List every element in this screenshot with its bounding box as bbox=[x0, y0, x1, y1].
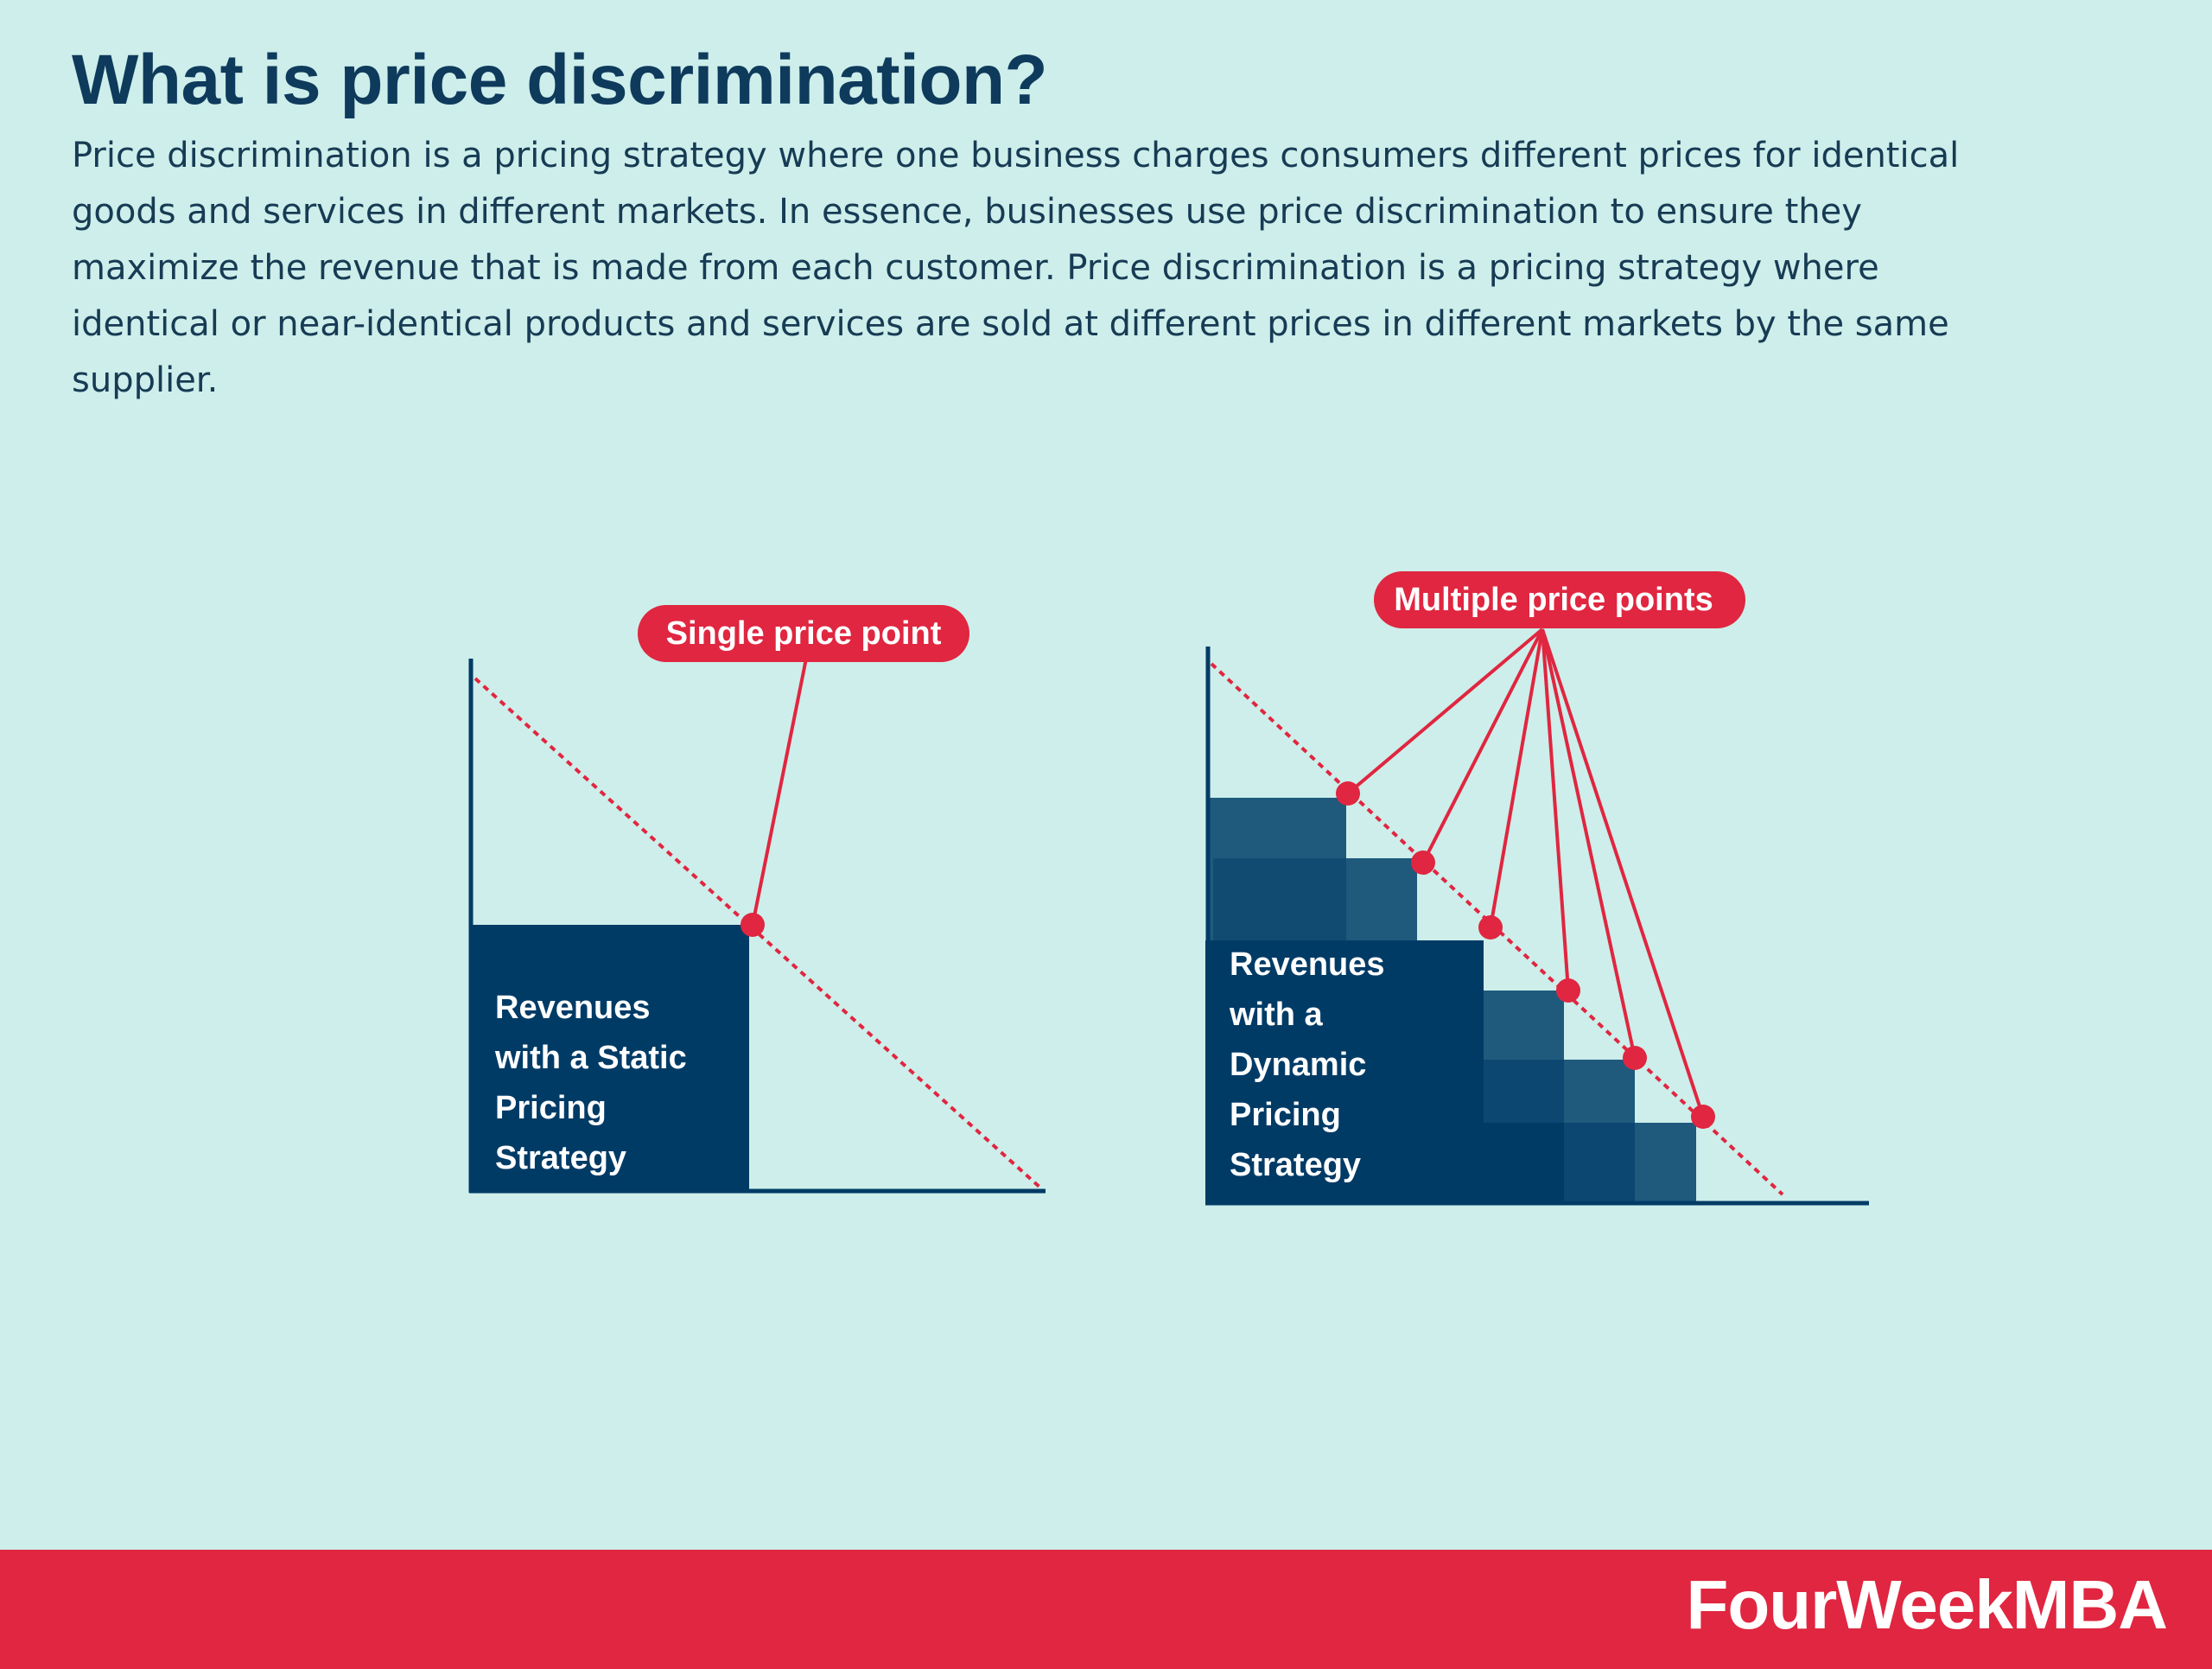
brand-logo[interactable]: FourWeekMBA bbox=[1686, 1566, 2168, 1643]
page-title: What is price discrimination? bbox=[72, 41, 1048, 119]
static-box-line-4: Strategy bbox=[495, 1140, 626, 1176]
static-revenue-label: Revenues with a Static Pricing Strategy bbox=[494, 990, 687, 1176]
dynamic-box-line-2: with a bbox=[1229, 997, 1324, 1033]
price-step-3 bbox=[1484, 991, 1564, 1060]
price-point-2 bbox=[1411, 850, 1435, 875]
multiple-callout-connectors bbox=[1346, 627, 1705, 1118]
dynamic-pricing-diagram: Multiple price points Revenues with a Dy… bbox=[1205, 571, 1869, 1206]
price-step-1 bbox=[1208, 798, 1346, 858]
single-price-point-callout: Single price point bbox=[638, 605, 969, 662]
intro-paragraph: Price discrimination is a pricing strate… bbox=[72, 136, 1960, 400]
static-pricing-diagram: Single price point Revenues with a Stati… bbox=[468, 605, 1046, 1194]
static-box-line-3: Pricing bbox=[495, 1090, 607, 1126]
price-step-4-shade bbox=[1484, 1060, 1564, 1123]
dynamic-box-line-4: Pricing bbox=[1230, 1097, 1341, 1133]
single-price-point-label: Single price point bbox=[666, 615, 942, 652]
price-point-4 bbox=[1556, 978, 1580, 1003]
dynamic-box-line-3: Dynamic bbox=[1230, 1047, 1366, 1083]
dynamic-revenue-label: Revenues with a Dynamic Pricing Strategy bbox=[1229, 946, 1385, 1183]
footer-bar: FourWeekMBA bbox=[0, 1550, 2212, 1669]
price-point-3 bbox=[1478, 915, 1503, 940]
price-discrimination-diagram: Single price point Revenues with a Stati… bbox=[468, 571, 1869, 1206]
price-step-2-shade bbox=[1213, 858, 1346, 940]
static-box-line-2: with a Static bbox=[494, 1040, 687, 1076]
static-demand-curve bbox=[474, 677, 1043, 1190]
multiple-price-points-label: Multiple price points bbox=[1394, 582, 1713, 618]
price-point-1 bbox=[1336, 781, 1360, 806]
price-point-6 bbox=[1691, 1105, 1715, 1129]
static-revenue-box bbox=[471, 925, 749, 1191]
price-point-5 bbox=[1623, 1046, 1647, 1070]
static-callout-connector bbox=[751, 658, 808, 926]
price-step-5-inner bbox=[1484, 1123, 1564, 1202]
dynamic-box-line-5: Strategy bbox=[1230, 1147, 1361, 1183]
dynamic-revenue-box bbox=[1205, 940, 1484, 1202]
dynamic-box-line-1: Revenues bbox=[1230, 946, 1385, 983]
multiple-price-points-callout: Multiple price points bbox=[1374, 571, 1745, 628]
static-box-line-1: Revenues bbox=[495, 990, 651, 1026]
static-price-point bbox=[741, 913, 765, 937]
